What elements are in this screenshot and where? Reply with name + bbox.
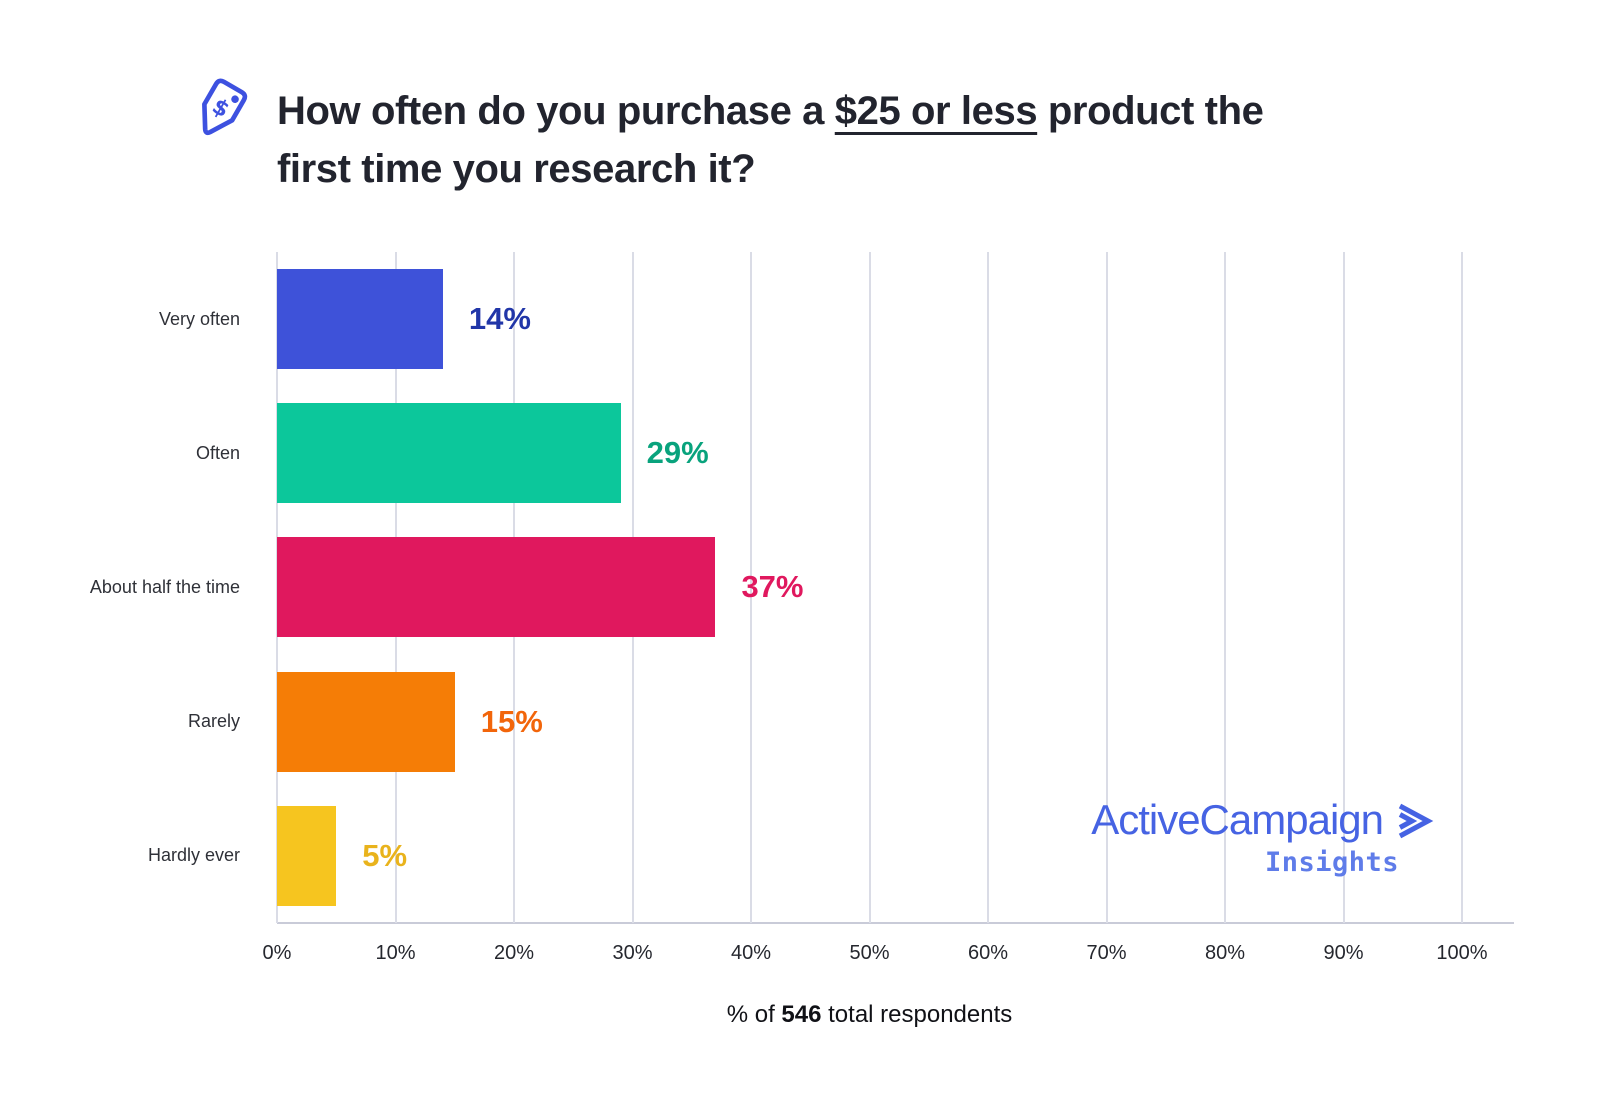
bar-row: 37% (277, 520, 1462, 654)
category-label: Very often (158, 308, 240, 329)
category-label: Rarely (187, 711, 240, 732)
activecampaign-chevron-icon (1398, 803, 1434, 839)
bar-about-half-the-time (277, 537, 716, 638)
x-tick-label: 90% (1323, 942, 1364, 964)
value-label: 5% (362, 837, 408, 873)
respondents-caption: % of 546 total respondents (726, 1001, 1013, 1028)
svg-text:$: $ (208, 94, 234, 123)
bar-row: 15% (277, 655, 1462, 789)
x-tick-label: 50% (849, 942, 890, 964)
underlined-phrase: $25 or less (834, 89, 1038, 133)
x-axis-line (277, 922, 1514, 924)
gridline (1105, 252, 1108, 923)
x-tick-label: 30% (612, 942, 653, 964)
category-axis: Very often Often About half the time Rarely… (0, 252, 240, 923)
bar-hardly-ever (277, 805, 337, 906)
x-axis-ticks: 0% 10% 20% 30% 40% 50% 60% 70% 80% 90% 100% (263, 942, 1488, 972)
chart-title-line1: How often do you purchase a $25 or less … (277, 89, 1264, 133)
x-tick-label: 100% (1436, 942, 1488, 964)
bar-rarely (277, 671, 455, 772)
respondent-count: 546 (781, 1001, 822, 1028)
category-label: Hardly ever (147, 845, 240, 866)
brand-sub-label: Insights (1264, 847, 1399, 878)
x-tick-label: 0% (262, 942, 292, 964)
plot-area: 14% 29% 37% 15% 5% (276, 252, 1514, 924)
x-tick-label: 60% (967, 942, 1009, 964)
activecampaign-logo: ActiveCampaign Insights (1091, 797, 1437, 878)
brand-wordmark: ActiveCampaign (1091, 796, 1384, 843)
chart-title: How often do you purchase a $25 or less … (277, 82, 1457, 198)
bar-very-often (277, 269, 443, 370)
gridline (750, 252, 752, 923)
price-tag-dollar-icon: $ (184, 76, 254, 146)
value-label: 15% (480, 703, 543, 739)
gridline (1224, 252, 1226, 923)
value-label: 14% (468, 301, 531, 337)
gridline (987, 252, 989, 923)
category-label: Often (195, 442, 240, 463)
gridline (1342, 252, 1345, 923)
gridline (868, 252, 871, 923)
gridline (1461, 252, 1463, 923)
x-tick-label: 70% (1086, 942, 1127, 964)
bar-row: 14% (277, 252, 1462, 386)
bar-row: 29% (277, 386, 1462, 520)
category-label: About half the time (89, 576, 240, 597)
x-tick-label: 10% (375, 942, 416, 964)
x-tick-label: 20% (493, 942, 535, 964)
bar-often (277, 403, 621, 504)
x-tick-label: 40% (730, 942, 772, 964)
x-tick-label: 80% (1204, 942, 1246, 964)
value-label: 29% (646, 435, 709, 471)
chart-title-line2: first time you research it? (277, 147, 756, 191)
value-label: 37% (741, 569, 804, 605)
bar-row: 5% (277, 789, 1462, 923)
